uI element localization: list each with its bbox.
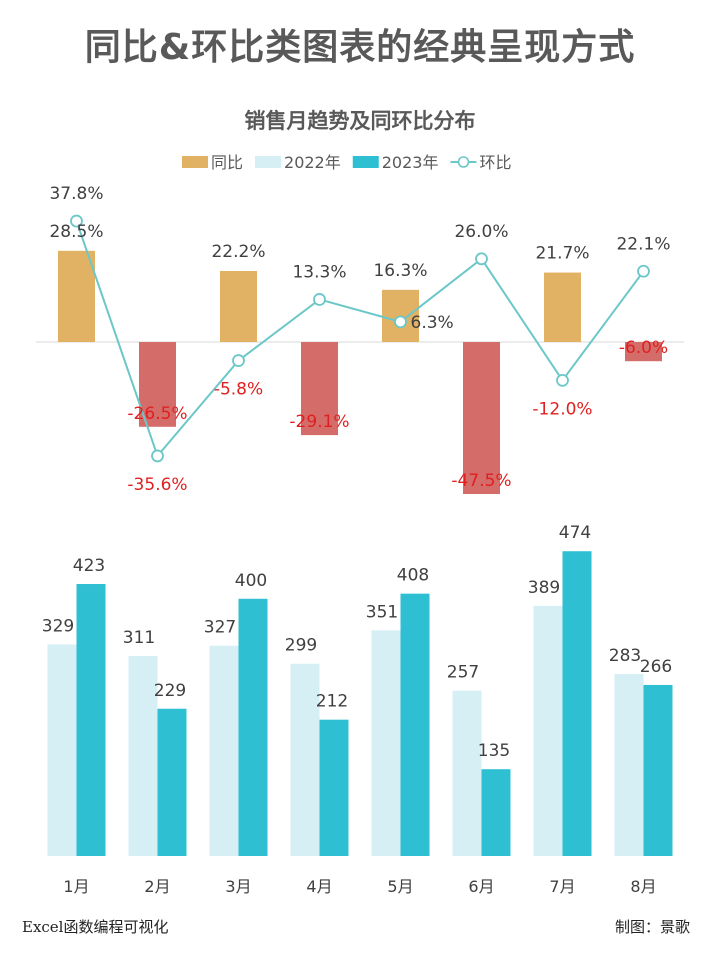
mom-label: -35.6% (127, 475, 187, 495)
bar-2023-label: 135 (478, 741, 510, 761)
mom-line (75, 220, 645, 458)
bar-2023-label: 266 (640, 657, 672, 677)
legend-label: 环比 (479, 153, 511, 172)
yoy-label: 21.7% (535, 244, 589, 264)
legend-swatch (352, 156, 379, 168)
bar-2022 (128, 656, 158, 856)
x-tick-label: 5月 (387, 877, 413, 896)
x-tick-label: 8月 (630, 877, 656, 896)
mom-label: -12.0% (532, 399, 592, 419)
yoy-label: -6.0% (619, 338, 668, 358)
bar-2022 (209, 645, 239, 856)
yoy-label: 28.5% (49, 222, 103, 242)
footer-author: 制图：景歌 (614, 918, 690, 936)
bar-2023-label: 474 (559, 523, 591, 543)
bar-2022-label: 283 (609, 646, 641, 666)
bar-2022-label: 389 (528, 578, 560, 598)
yoy-label: -26.5% (127, 404, 187, 424)
bar-2023 (157, 708, 187, 856)
x-tick-label: 2月 (144, 877, 170, 896)
chart-title: 销售月趋势及同环比分布 (245, 109, 476, 133)
legend-swatch (255, 156, 282, 168)
x-tick-label: 3月 (225, 877, 251, 896)
bar-2022 (290, 663, 320, 856)
legend-label: 2023年 (382, 153, 439, 172)
footer-source: Excel函数编程可视化 (22, 918, 169, 936)
mom-label: 37.8% (49, 184, 103, 204)
mom-point (313, 293, 326, 306)
yoy-bar (58, 250, 95, 342)
x-tick-label: 1月 (63, 877, 89, 896)
bar-2022-label: 329 (42, 616, 74, 636)
yoy-bar (463, 342, 500, 494)
bar-2023 (238, 598, 268, 856)
bar-2023 (400, 593, 430, 856)
mom-label: 22.1% (616, 234, 670, 254)
legend-marker (457, 156, 470, 168)
bar-2022-label: 327 (204, 618, 236, 638)
bar-2023 (481, 769, 511, 856)
bar-2022 (47, 644, 77, 856)
bar-2023-label: 408 (397, 566, 429, 586)
bar-2023 (562, 551, 592, 856)
yoy-label: 16.3% (373, 261, 427, 281)
mom-point (151, 449, 164, 463)
x-tick-label: 7月 (549, 877, 575, 896)
page-title: 同比&环比类图表的经典呈现方式 (84, 27, 636, 68)
mom-point (70, 214, 83, 228)
x-tick-label: 4月 (306, 877, 332, 896)
mom-point (232, 354, 245, 367)
bar-2022-label: 299 (285, 636, 317, 656)
bar-2022 (371, 630, 401, 856)
mom-point (637, 264, 650, 278)
yoy-bar (220, 270, 257, 342)
yoy-bar (625, 342, 662, 362)
yoy-label: -29.1% (289, 412, 349, 432)
x-tick-label: 6月 (468, 877, 494, 896)
legend-label: 同比 (211, 153, 243, 172)
mom-point (394, 315, 407, 329)
bar-2022-label: 311 (123, 628, 155, 648)
bar-2022 (452, 690, 482, 856)
yoy-label: -47.5% (451, 471, 511, 491)
yoy-bar (301, 342, 338, 436)
yoy-bar (139, 342, 176, 427)
mom-point (475, 252, 488, 266)
yoy-label: 22.2% (211, 242, 265, 262)
bar-2023-label: 423 (73, 556, 105, 576)
bar-2022 (533, 605, 563, 856)
bar-2023-label: 212 (316, 692, 348, 712)
bar-2023 (643, 684, 673, 856)
legend-label: 2022年 (284, 153, 341, 172)
mom-label: 26.0% (454, 222, 508, 242)
mom-label: 13.3% (292, 262, 346, 282)
bar-2023-label: 400 (235, 571, 267, 591)
mom-label: -5.8% (214, 380, 263, 400)
bar-2022-label: 257 (447, 663, 479, 683)
bar-2023-label: 229 (154, 681, 186, 701)
bar-2022 (614, 674, 644, 856)
mom-point (556, 373, 569, 387)
yoy-bar (544, 272, 581, 342)
bar-2023 (76, 584, 106, 856)
mom-label: 6.3% (411, 313, 454, 333)
bar-2022-label: 351 (366, 602, 398, 622)
legend-swatch (182, 156, 208, 168)
bar-2023 (319, 719, 349, 856)
